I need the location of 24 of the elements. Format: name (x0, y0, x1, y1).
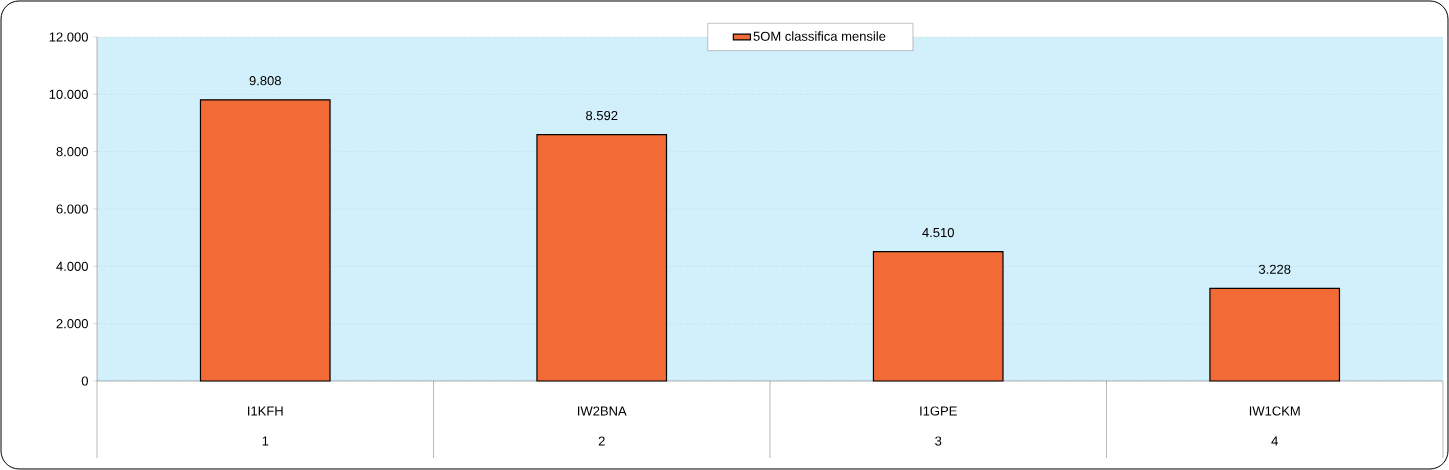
text: 4 (1271, 436, 1278, 446)
bar (199, 99, 331, 382)
x-tick-label: I1KFH (248, 406, 283, 416)
y-tick-label: 8.000 (56, 147, 88, 157)
legend-label: 5OM classifica mensile (753, 31, 886, 41)
y-tick-label: 10.000 (49, 89, 88, 99)
data-label: 8.592 (586, 110, 618, 121)
bar (536, 134, 668, 382)
y-tick-label: 6.000 (56, 204, 88, 214)
x-tick-label: I1GPE (920, 406, 957, 416)
data-label: 9.808 (249, 76, 281, 86)
text: 3 (935, 436, 942, 446)
y-tick-label: 12.000 (49, 32, 88, 42)
y-tick-label: 2.000 (56, 319, 88, 329)
text: 2 (598, 436, 605, 446)
y-tick-label: 4.000 (56, 261, 88, 271)
x-tick-label: IW2BNA (578, 406, 627, 416)
y-tick-label: 0 (81, 376, 88, 386)
x-tick-label: IW1CKM (1249, 406, 1300, 416)
data-label: 4.510 (922, 227, 954, 238)
text: 1 (262, 436, 269, 446)
bar (872, 251, 1004, 382)
data-label: 3.228 (1258, 264, 1291, 274)
bar (1209, 287, 1341, 382)
